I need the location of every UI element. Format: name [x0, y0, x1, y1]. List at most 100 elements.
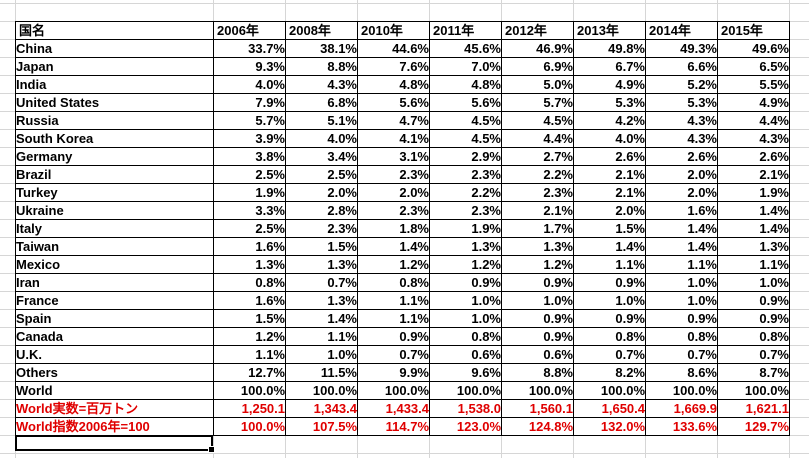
- value-cell[interactable]: 1,433.4: [357, 399, 430, 418]
- value-cell[interactable]: 1.0%: [429, 291, 502, 310]
- value-cell[interactable]: 1.5%: [573, 219, 646, 238]
- value-cell[interactable]: 2.0%: [645, 165, 718, 184]
- value-cell[interactable]: 2.3%: [429, 201, 502, 220]
- value-cell[interactable]: 100.0%: [501, 381, 574, 400]
- value-cell[interactable]: 4.2%: [573, 111, 646, 130]
- value-cell[interactable]: 2.6%: [573, 147, 646, 166]
- value-cell[interactable]: 5.1%: [285, 111, 358, 130]
- value-cell[interactable]: 3.8%: [213, 147, 286, 166]
- value-cell[interactable]: 4.9%: [717, 93, 790, 112]
- value-cell[interactable]: 0.8%: [213, 273, 286, 292]
- value-cell[interactable]: 6.7%: [573, 57, 646, 76]
- value-cell[interactable]: 9.9%: [357, 363, 430, 382]
- value-cell[interactable]: 0.7%: [285, 273, 358, 292]
- value-cell[interactable]: 9.3%: [213, 57, 286, 76]
- value-cell[interactable]: 2.1%: [573, 165, 646, 184]
- value-cell[interactable]: 4.3%: [285, 75, 358, 94]
- value-cell[interactable]: 1.2%: [357, 255, 430, 274]
- value-cell[interactable]: 2.3%: [357, 201, 430, 220]
- value-cell[interactable]: 45.6%: [429, 39, 502, 58]
- value-cell[interactable]: 114.7%: [357, 417, 430, 436]
- value-cell[interactable]: 4.3%: [717, 129, 790, 148]
- value-cell[interactable]: 1,560.1: [501, 399, 574, 418]
- value-cell[interactable]: 5.2%: [645, 75, 718, 94]
- value-cell[interactable]: 2.3%: [501, 183, 574, 202]
- row-label-cell[interactable]: Brazil: [15, 165, 214, 184]
- value-cell[interactable]: 5.3%: [645, 93, 718, 112]
- year-column-header[interactable]: 2006年: [213, 21, 286, 40]
- value-cell[interactable]: 0.8%: [573, 327, 646, 346]
- row-label-cell[interactable]: Iran: [15, 273, 214, 292]
- row-label-cell[interactable]: Taiwan: [15, 237, 214, 256]
- value-cell[interactable]: 4.8%: [357, 75, 430, 94]
- year-column-header[interactable]: 2008年: [285, 21, 358, 40]
- value-cell[interactable]: 100.0%: [717, 381, 790, 400]
- value-cell[interactable]: 3.9%: [213, 129, 286, 148]
- row-label-cell[interactable]: U.K.: [15, 345, 214, 364]
- value-cell[interactable]: 0.8%: [357, 273, 430, 292]
- value-cell[interactable]: 4.8%: [429, 75, 502, 94]
- value-cell[interactable]: 4.5%: [501, 111, 574, 130]
- value-cell[interactable]: 2.1%: [573, 183, 646, 202]
- value-cell[interactable]: 2.9%: [429, 147, 502, 166]
- value-cell[interactable]: 4.1%: [357, 129, 430, 148]
- value-cell[interactable]: 100.0%: [429, 381, 502, 400]
- row-label-cell[interactable]: World指数2006年=100: [15, 417, 214, 436]
- value-cell[interactable]: 46.9%: [501, 39, 574, 58]
- value-cell[interactable]: 133.6%: [645, 417, 718, 436]
- value-cell[interactable]: 5.7%: [213, 111, 286, 130]
- value-cell[interactable]: 0.7%: [645, 345, 718, 364]
- value-cell[interactable]: 100.0%: [357, 381, 430, 400]
- value-cell[interactable]: 1.1%: [645, 255, 718, 274]
- value-cell[interactable]: 7.6%: [357, 57, 430, 76]
- value-cell[interactable]: 4.5%: [429, 111, 502, 130]
- value-cell[interactable]: 0.9%: [501, 273, 574, 292]
- country-column-header[interactable]: 国名: [15, 21, 214, 40]
- row-label-cell[interactable]: Canada: [15, 327, 214, 346]
- value-cell[interactable]: 2.6%: [717, 147, 790, 166]
- value-cell[interactable]: 100.0%: [285, 381, 358, 400]
- value-cell[interactable]: 1.7%: [501, 219, 574, 238]
- value-cell[interactable]: 2.6%: [645, 147, 718, 166]
- value-cell[interactable]: 1.0%: [429, 309, 502, 328]
- value-cell[interactable]: 1.9%: [717, 183, 790, 202]
- value-cell[interactable]: 1,669.9: [645, 399, 718, 418]
- value-cell[interactable]: 100.0%: [573, 381, 646, 400]
- value-cell[interactable]: 1.4%: [573, 237, 646, 256]
- value-cell[interactable]: 1.4%: [717, 219, 790, 238]
- value-cell[interactable]: 4.0%: [213, 75, 286, 94]
- value-cell[interactable]: 1.6%: [213, 291, 286, 310]
- value-cell[interactable]: 4.0%: [285, 129, 358, 148]
- value-cell[interactable]: 2.0%: [285, 183, 358, 202]
- value-cell[interactable]: 2.1%: [717, 165, 790, 184]
- row-label-cell[interactable]: Italy: [15, 219, 214, 238]
- value-cell[interactable]: 1.4%: [717, 201, 790, 220]
- value-cell[interactable]: 1.9%: [429, 219, 502, 238]
- value-cell[interactable]: 100.0%: [213, 381, 286, 400]
- value-cell[interactable]: 1.5%: [285, 237, 358, 256]
- value-cell[interactable]: 1,250.1: [213, 399, 286, 418]
- value-cell[interactable]: 1,621.1: [717, 399, 790, 418]
- value-cell[interactable]: 9.6%: [429, 363, 502, 382]
- value-cell[interactable]: 0.8%: [645, 327, 718, 346]
- value-cell[interactable]: 11.5%: [285, 363, 358, 382]
- value-cell[interactable]: 0.6%: [501, 345, 574, 364]
- value-cell[interactable]: 0.6%: [429, 345, 502, 364]
- value-cell[interactable]: 7.9%: [213, 93, 286, 112]
- value-cell[interactable]: 0.9%: [357, 327, 430, 346]
- value-cell[interactable]: 7.0%: [429, 57, 502, 76]
- value-cell[interactable]: 5.7%: [501, 93, 574, 112]
- value-cell[interactable]: 44.6%: [357, 39, 430, 58]
- row-label-cell[interactable]: Ukraine: [15, 201, 214, 220]
- value-cell[interactable]: 0.9%: [501, 327, 574, 346]
- value-cell[interactable]: 2.3%: [285, 219, 358, 238]
- value-cell[interactable]: 1.0%: [501, 291, 574, 310]
- value-cell[interactable]: 0.9%: [573, 309, 646, 328]
- row-label-cell[interactable]: Russia: [15, 111, 214, 130]
- row-label-cell[interactable]: Others: [15, 363, 214, 382]
- value-cell[interactable]: 1.1%: [357, 291, 430, 310]
- value-cell[interactable]: 100.0%: [213, 417, 286, 436]
- value-cell[interactable]: 2.3%: [429, 165, 502, 184]
- value-cell[interactable]: 1.1%: [573, 255, 646, 274]
- year-column-header[interactable]: 2015年: [717, 21, 790, 40]
